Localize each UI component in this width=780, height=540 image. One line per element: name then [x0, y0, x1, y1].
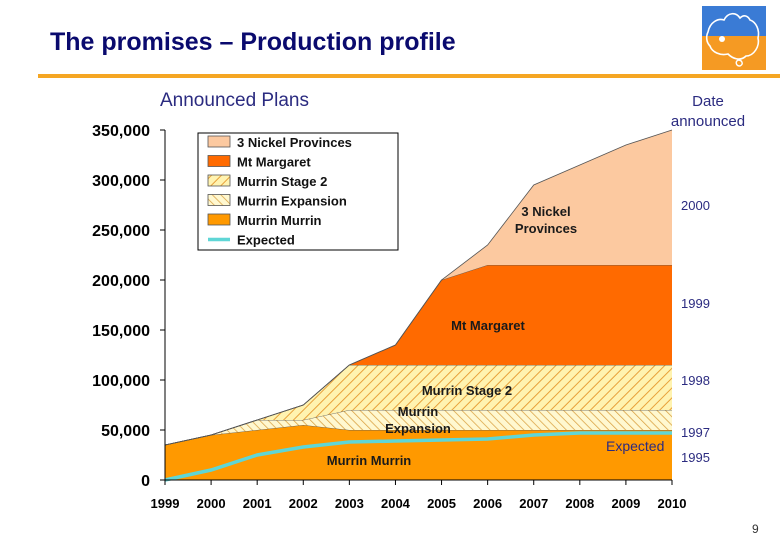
annotation-murrin-expansion: Murrin Expansion: [385, 404, 451, 436]
area-murrin-expansion: [165, 410, 672, 445]
date-label-3-nickel-provinces: 2000: [681, 198, 710, 213]
y-tick-label: 0: [141, 473, 150, 490]
legend-swatch-mt-margaret: [207, 155, 231, 167]
date-label-murrin-expansion: 1997: [681, 425, 710, 440]
australia-map-logo: [702, 6, 766, 70]
x-tick-label: 2003: [335, 496, 364, 511]
x-tick-label: 2007: [519, 496, 548, 511]
x-tick-label: 2000: [197, 496, 226, 511]
x-tick-label: 2010: [658, 496, 687, 511]
area-3-nickel-provinces: [165, 130, 672, 445]
annotation-murrin-murrin: Murrin Murrin: [327, 453, 412, 468]
page-number: 9: [752, 522, 759, 536]
legend-box: [197, 132, 399, 251]
x-tick-label: 2006: [473, 496, 502, 511]
area-murrin-stage-2: [165, 365, 672, 445]
legend-swatch-3-nickel-provinces: [207, 135, 231, 148]
y-tick-label: 50,000: [101, 423, 150, 440]
chart-subtitle: Announced Plans: [160, 90, 309, 111]
annotation-3-nickel-provinces: 3 Nickel Provinces: [515, 204, 577, 236]
y-tick-label: 200,000: [92, 273, 150, 290]
legend-label-murrin-stage-2: Murrin Stage 2: [237, 174, 327, 189]
annotation-expected: Expected: [606, 438, 664, 454]
date-label-murrin-murrin: 1995: [681, 450, 710, 465]
y-tick-label: 150,000: [92, 323, 150, 340]
y-tick-label: 350,000: [92, 123, 150, 140]
x-tick-label: 2008: [565, 496, 594, 511]
legend-label-mt-margaret: Mt Margaret: [237, 155, 311, 170]
area-mt-margaret: [165, 265, 672, 445]
title-divider: [38, 74, 780, 78]
x-tick-label: 2005: [427, 496, 456, 511]
date-label-mt-margaret: 1999: [681, 296, 710, 311]
legend-label-3-nickel-provinces: 3 Nickel Provinces: [237, 135, 352, 150]
x-tick-label: 2009: [611, 496, 640, 511]
annotation-mt-margaret: Mt Margaret: [451, 318, 525, 333]
x-tick-label: 1999: [151, 496, 180, 511]
legend-swatch-murrin-expansion: [207, 194, 231, 206]
x-tick-label: 2001: [243, 496, 272, 511]
legend-label-murrin-expansion: Murrin Expansion: [237, 194, 347, 209]
legend-swatch-murrin-stage-2: [207, 174, 231, 187]
x-tick-label: 2004: [381, 496, 411, 511]
date-label-murrin-stage-2: 1998: [681, 373, 710, 388]
line-expected: [164, 431, 672, 482]
area-edge-3-nickel-provinces: [164, 129, 673, 446]
axes: 0 50,000 100,000 150,000 200,000 250,000 300,0…: [92, 123, 686, 511]
chart-legend: 3 Nickel Provinces Mt Margaret Murrin Stag…: [197, 132, 399, 251]
legend-label-murrin-murrin: Murrin Murrin: [237, 213, 322, 228]
y-tick-label: 300,000: [92, 173, 150, 190]
page-title: The promises – Production profile: [50, 28, 456, 56]
date-announced-header: Date announced: [670, 93, 746, 130]
area-murrin-murrin: [165, 425, 672, 480]
legend-label-expected: Expected: [237, 233, 295, 248]
annotation-murrin-stage-2: Murrin Stage 2: [422, 383, 512, 398]
series-annotations: 3 Nickel Provinces Mt Margaret Murrin Stage…: [327, 198, 710, 468]
x-tick-label: 2002: [289, 496, 318, 511]
stacked-areas: [164, 129, 673, 482]
legend-swatch-murrin-murrin: [207, 213, 231, 226]
y-tick-label: 250,000: [92, 223, 150, 240]
y-tick-label: 100,000: [92, 373, 150, 390]
